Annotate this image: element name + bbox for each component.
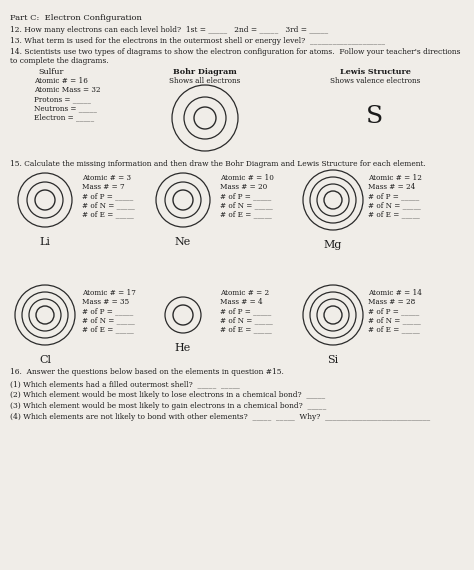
Text: # of E = _____: # of E = _____ (368, 210, 420, 218)
Text: to complete the diagrams.: to complete the diagrams. (10, 57, 109, 65)
Circle shape (36, 306, 54, 324)
Text: # of E = _____: # of E = _____ (220, 210, 272, 218)
Text: Atomic Mass = 32: Atomic Mass = 32 (34, 86, 100, 94)
Circle shape (173, 305, 193, 325)
Text: S: S (366, 105, 383, 128)
Text: 15. Calculate the missing information and then draw the Bohr Diagram and Lewis S: 15. Calculate the missing information an… (10, 160, 426, 168)
Text: 13. What term is used for the electrons in the outermost shell or energy level? : 13. What term is used for the electrons … (10, 37, 385, 45)
Circle shape (173, 190, 193, 210)
Text: Mass # = 24: Mass # = 24 (368, 183, 415, 191)
Text: Si: Si (328, 355, 338, 365)
Text: 16.  Answer the questions below based on the elements in question #15.: 16. Answer the questions below based on … (10, 368, 284, 376)
Text: Shows all electrons: Shows all electrons (169, 77, 241, 85)
Text: 14. Scientists use two types of diagrams to show the electron configuration for : 14. Scientists use two types of diagrams… (10, 48, 461, 56)
Text: Atomic # = 12: Atomic # = 12 (368, 174, 422, 182)
Text: # of N = _____: # of N = _____ (220, 316, 273, 324)
Text: # of E = _____: # of E = _____ (82, 210, 134, 218)
Text: 12. How many electrons can each level hold?  1st = _____   2nd = _____   3rd = _: 12. How many electrons can each level ho… (10, 26, 328, 34)
Text: Atomic # = 16: Atomic # = 16 (34, 77, 88, 85)
Text: Neutrons = _____: Neutrons = _____ (34, 104, 97, 112)
Text: (1) Which elements had a filled outermost shell?  _____  _____: (1) Which elements had a filled outermos… (10, 380, 240, 388)
Text: Shows valence electrons: Shows valence electrons (330, 77, 420, 85)
Text: Mass # = 20: Mass # = 20 (220, 183, 267, 191)
Text: Lewis Structure: Lewis Structure (339, 68, 410, 76)
Circle shape (324, 306, 342, 324)
Text: # of P = _____: # of P = _____ (82, 307, 133, 315)
Text: # of P = _____: # of P = _____ (368, 307, 419, 315)
Circle shape (324, 191, 342, 209)
Text: Cl: Cl (39, 355, 51, 365)
Text: He: He (175, 343, 191, 353)
Text: Atomic # = 10: Atomic # = 10 (220, 174, 274, 182)
Text: # of N = _____: # of N = _____ (368, 201, 421, 209)
Text: Mass # = 35: Mass # = 35 (82, 298, 129, 306)
Text: Atomic # = 3: Atomic # = 3 (82, 174, 131, 182)
Text: Part C:  Electron Configuration: Part C: Electron Configuration (10, 14, 142, 22)
Text: # of N = _____: # of N = _____ (368, 316, 421, 324)
Text: # of E = _____: # of E = _____ (82, 325, 134, 333)
Text: (3) Which element would be most likely to gain electrons in a chemical bond?  __: (3) Which element would be most likely t… (10, 402, 326, 410)
Text: Mass # = 7: Mass # = 7 (82, 183, 125, 191)
Text: Ne: Ne (175, 237, 191, 247)
Text: # of N = _____: # of N = _____ (220, 201, 273, 209)
Text: # of N = _____: # of N = _____ (82, 201, 135, 209)
Text: (4) Which elements are not likely to bond with other elements?  _____  _____  Wh: (4) Which elements are not likely to bon… (10, 413, 430, 421)
Text: Atomic # = 2: Atomic # = 2 (220, 289, 269, 297)
Text: Bohr Diagram: Bohr Diagram (173, 68, 237, 76)
Text: Protons = _____: Protons = _____ (34, 95, 91, 103)
Text: Li: Li (39, 237, 51, 247)
Text: Sulfur: Sulfur (38, 68, 64, 76)
Text: Mass # = 28: Mass # = 28 (368, 298, 415, 306)
Text: # of E = _____: # of E = _____ (368, 325, 420, 333)
Text: Atomic # = 14: Atomic # = 14 (368, 289, 422, 297)
Text: # of P = _____: # of P = _____ (220, 307, 271, 315)
Text: Mass # = 4: Mass # = 4 (220, 298, 263, 306)
Text: Atomic # = 17: Atomic # = 17 (82, 289, 136, 297)
Text: (2) Which element would be most likely to lose electrons in a chemical bond?  __: (2) Which element would be most likely t… (10, 391, 325, 399)
Text: # of E = _____: # of E = _____ (220, 325, 272, 333)
Circle shape (194, 107, 216, 129)
Text: # of N = _____: # of N = _____ (82, 316, 135, 324)
Text: # of P = _____: # of P = _____ (82, 192, 133, 200)
Text: Electron = _____: Electron = _____ (34, 113, 94, 121)
Text: Mg: Mg (324, 240, 342, 250)
Text: # of P = _____: # of P = _____ (368, 192, 419, 200)
Circle shape (35, 190, 55, 210)
Text: # of P = _____: # of P = _____ (220, 192, 271, 200)
